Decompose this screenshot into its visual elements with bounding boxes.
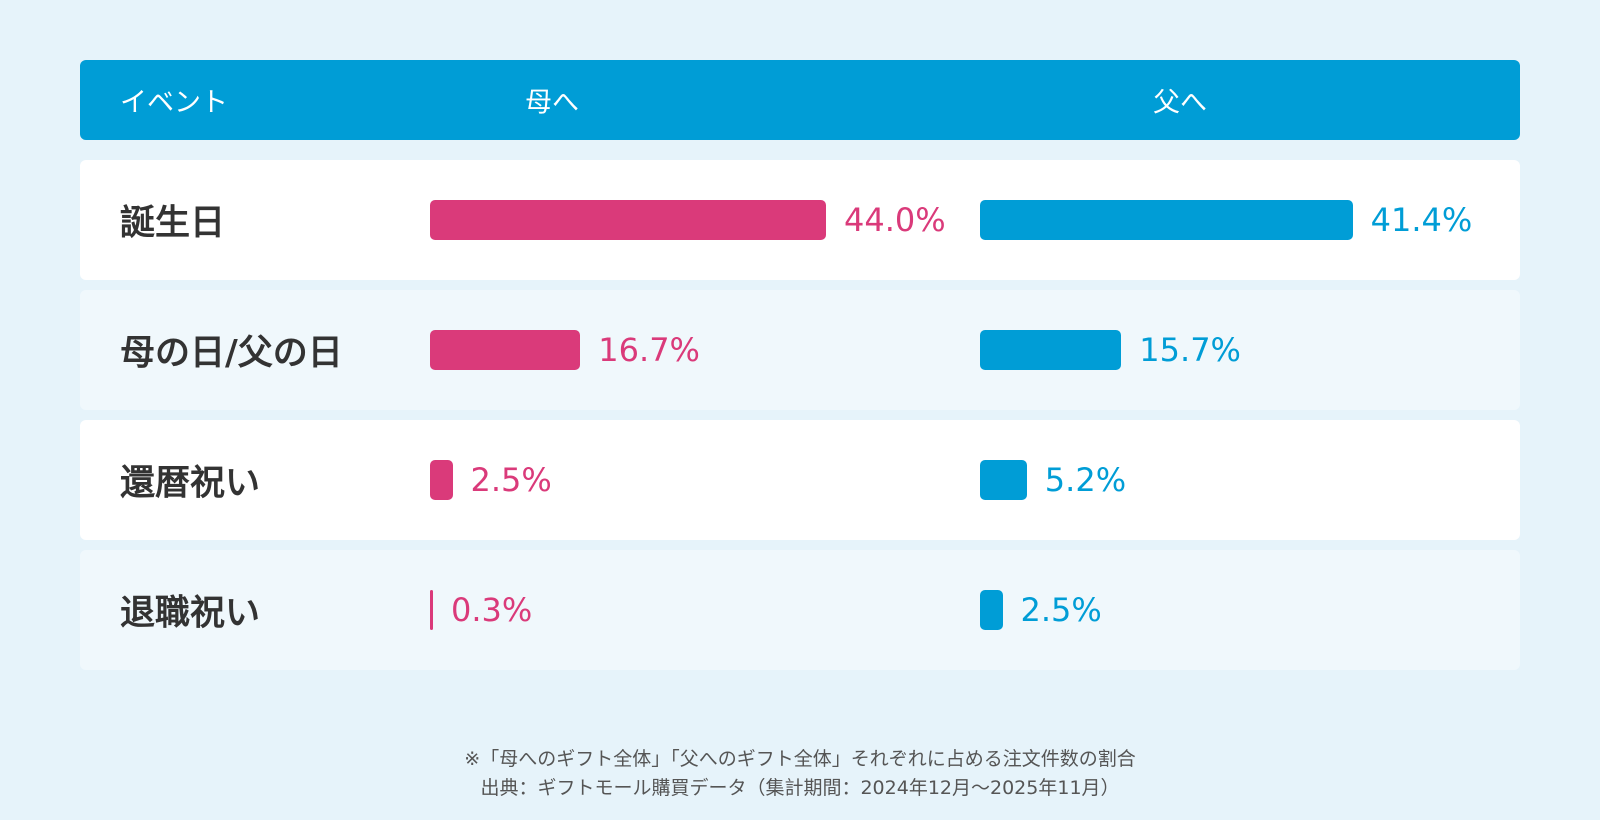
- table-row: 退職祝い 0.3% 2.5%: [80, 550, 1520, 670]
- header-father: 父へ: [1153, 87, 1207, 119]
- row-label: 還暦祝い: [120, 463, 261, 504]
- mother-bar: [430, 590, 433, 630]
- mother-bar: [430, 330, 581, 370]
- event-table: イベント 母へ 父へ 誕生日 44.0% 41.4% 母の日/父の日 16.7% 15.7…: [80, 60, 1520, 670]
- table-row: 母の日/父の日 16.7% 15.7%: [80, 290, 1520, 410]
- row-label: 母の日/父の日: [120, 333, 343, 374]
- father-value-label: 15.7%: [1139, 331, 1241, 369]
- table-body: 誕生日 44.0% 41.4% 母の日/父の日 16.7% 15.7% 還暦祝い 2.5% 5.…: [80, 160, 1520, 670]
- mother-value-label: 16.7%: [598, 331, 700, 369]
- header-event: イベント: [120, 87, 228, 119]
- header-mother: 母へ: [525, 87, 579, 119]
- mother-bar: [430, 460, 453, 500]
- father-bar: [980, 590, 1003, 630]
- row-label: 誕生日: [120, 203, 226, 244]
- father-value-label: 2.5%: [1020, 591, 1102, 629]
- table-row: 誕生日 44.0% 41.4%: [80, 160, 1520, 280]
- mother-value-label: 0.3%: [451, 591, 533, 629]
- table-row: 還暦祝い 2.5% 5.2%: [80, 420, 1520, 540]
- father-bar: [980, 200, 1353, 240]
- father-bar: [980, 330, 1122, 370]
- footnote-line-1: ※「母へのギフト全体」「父へのギフト全体」それぞれに占める注文件数の割合: [464, 748, 1136, 770]
- father-bar: [980, 460, 1027, 500]
- father-value-label: 41.4%: [1370, 201, 1473, 239]
- footnote: ※「母へのギフト全体」「父へのギフト全体」それぞれに占める注文件数の割合 出典：…: [0, 745, 1600, 803]
- mother-bar: [430, 200, 826, 240]
- table-header: イベント 母へ 父へ: [80, 60, 1520, 140]
- mother-value-label: 44.0%: [844, 201, 946, 239]
- row-label: 退職祝い: [120, 593, 261, 634]
- father-value-label: 5.2%: [1044, 461, 1127, 499]
- footnote-line-2: 出典：ギフトモール購買データ（集計期間：2024年12月〜2025年11月）: [480, 777, 1120, 799]
- mother-value-label: 2.5%: [470, 461, 552, 499]
